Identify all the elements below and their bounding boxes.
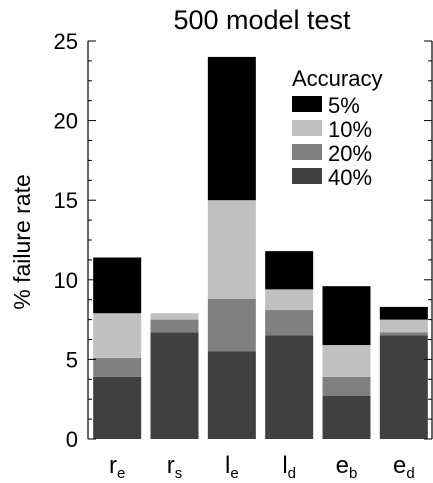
x-category-subscript: e	[117, 465, 125, 482]
x-category-subscript: d	[406, 465, 414, 482]
bar-segment-ld-20pct	[265, 310, 314, 336]
bar-segment-ld-40pct	[265, 335, 314, 439]
bar-segment-eb-20pct	[322, 376, 371, 397]
x-category-subscript: d	[288, 465, 296, 482]
legend-title: Accuracy	[292, 66, 382, 91]
bar-segment-re-20pct	[93, 357, 142, 377]
bar-segment-le-40pct	[207, 351, 256, 439]
y-tick-label: 5	[66, 347, 78, 372]
bar-segment-rs-10pct	[150, 313, 199, 320]
legend-label: 40%	[328, 165, 372, 190]
bar-segment-eb-40pct	[322, 396, 371, 439]
x-category-label: eb	[336, 452, 358, 482]
x-category-subscript: b	[349, 465, 357, 482]
bar-segment-le-10pct	[207, 200, 256, 299]
x-category-base: e	[336, 452, 349, 479]
legend-swatch-40pct	[292, 168, 322, 184]
bar-segment-re-5pct	[93, 257, 142, 314]
x-category-base: r	[109, 452, 117, 479]
x-category-label: rs	[167, 452, 183, 482]
x-category-subscript: s	[175, 465, 183, 482]
bar-segment-ed-5pct	[379, 306, 428, 320]
y-tick-label: 15	[54, 188, 78, 213]
x-category-label: ld	[282, 452, 296, 482]
bar-segment-le-20pct	[207, 298, 256, 352]
bar-segment-ld-5pct	[265, 251, 314, 290]
bar-segment-re-10pct	[93, 313, 142, 358]
legend-swatch-10pct	[292, 120, 322, 136]
x-category-base: l	[225, 452, 230, 479]
y-tick-label: 10	[54, 268, 78, 293]
x-category-subscript: e	[230, 465, 238, 482]
y-tick-label: 0	[66, 427, 78, 452]
y-tick-label: 20	[54, 109, 78, 134]
y-ticks: 0 5 10 15 20 25	[54, 29, 432, 452]
chart-title: 500 model test	[173, 5, 351, 35]
legend-swatch-5pct	[292, 96, 322, 112]
bar-segment-re-40pct	[93, 376, 142, 439]
bar-segment-le-5pct	[207, 56, 256, 201]
bar-segment-rs-40pct	[150, 332, 199, 439]
bar-segment-rs-20pct	[150, 319, 199, 333]
legend-swatch-20pct	[292, 144, 322, 160]
legend-label: 5%	[328, 93, 360, 118]
bar-segment-eb-5pct	[322, 286, 371, 346]
y-tick-label: 25	[54, 29, 78, 54]
legend-label: 20%	[328, 141, 372, 166]
bar-segment-ed-20pct	[379, 332, 428, 336]
bar-segment-ed-40pct	[379, 335, 428, 439]
x-category-label: re	[109, 452, 125, 482]
x-category-base: r	[167, 452, 175, 479]
x-category-base: e	[393, 452, 406, 479]
bar-segment-eb-10pct	[322, 345, 371, 377]
legend: Accuracy 5%10%20%40%	[292, 66, 382, 190]
y-axis-label: % failure rate	[9, 174, 35, 310]
x-category-label: ed	[393, 452, 415, 482]
x-category-label: le	[225, 452, 239, 482]
x-category-base: l	[282, 452, 287, 479]
x-category-labels: re rs le ld eb ed	[109, 452, 415, 482]
bar-segment-ed-10pct	[379, 319, 428, 333]
bar-segment-ld-10pct	[265, 289, 314, 311]
legend-label: 10%	[328, 117, 372, 142]
bars-layer	[93, 56, 428, 439]
